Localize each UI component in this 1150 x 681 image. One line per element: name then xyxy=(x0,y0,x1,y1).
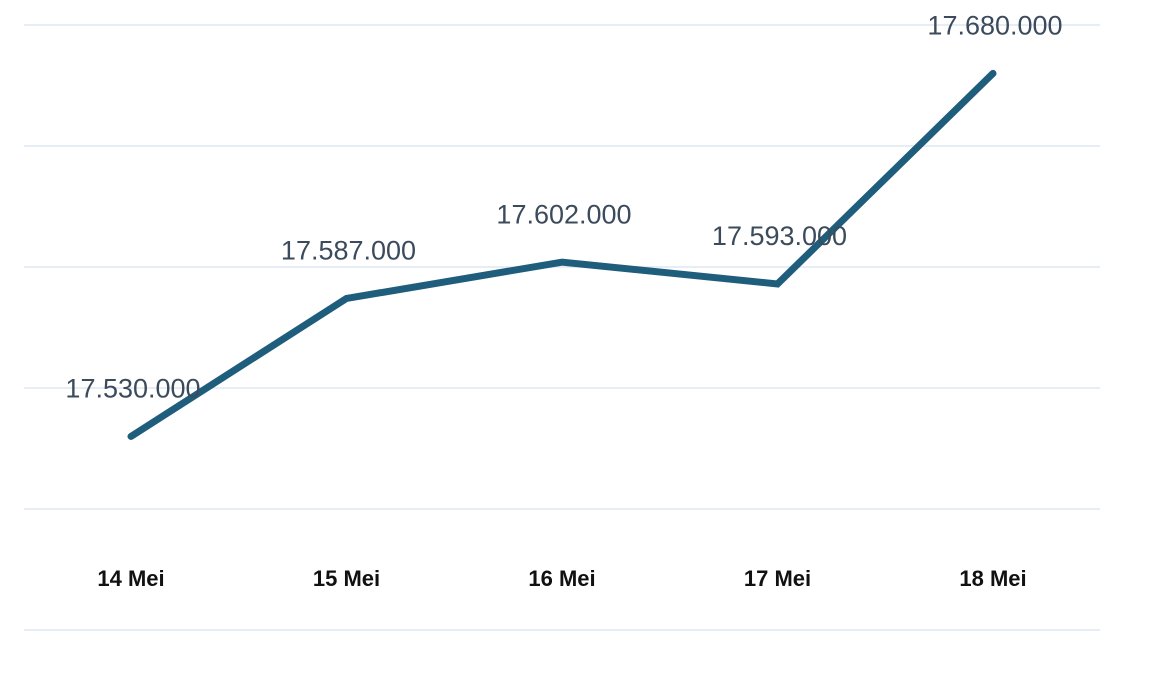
x-tick-label: 15 Mei xyxy=(313,566,380,591)
x-tick-label: 14 Mei xyxy=(97,566,164,591)
data-label: 17.530.000 xyxy=(65,374,200,404)
x-tick-label: 16 Mei xyxy=(528,566,595,591)
data-line xyxy=(127,69,997,440)
data-label: 17.602.000 xyxy=(496,199,631,229)
data-label: 17.593.000 xyxy=(712,221,847,251)
data-label: 17.587.000 xyxy=(281,236,416,266)
x-tick-label: 18 Mei xyxy=(959,566,1026,591)
data-label: 17.680.000 xyxy=(927,11,1062,41)
x-tick-label: 17 Mei xyxy=(744,566,811,591)
